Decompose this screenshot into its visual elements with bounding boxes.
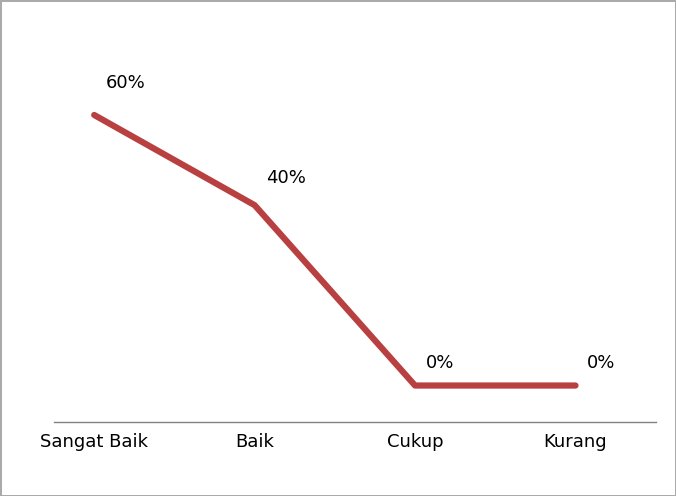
Text: 60%: 60% — [105, 74, 145, 92]
Text: 40%: 40% — [266, 169, 306, 187]
Text: 0%: 0% — [587, 354, 615, 372]
Text: 0%: 0% — [427, 354, 455, 372]
